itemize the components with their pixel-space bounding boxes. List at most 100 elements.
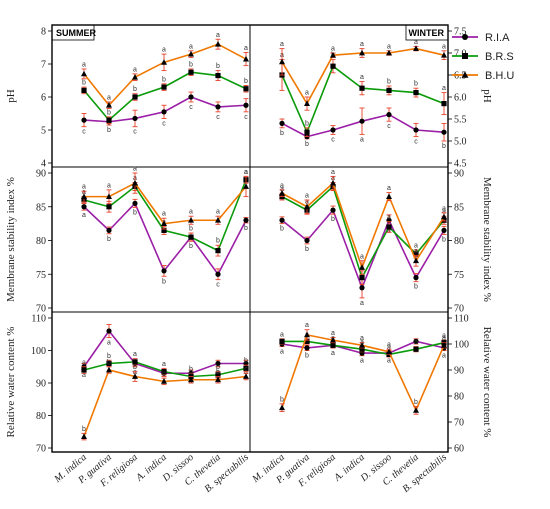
significance-letter: b xyxy=(133,364,137,371)
data-point-brs xyxy=(161,84,167,90)
significance-letter: b xyxy=(107,353,111,360)
significance-letter: a xyxy=(331,46,335,53)
data-point-ria xyxy=(132,115,138,122)
data-point-bhu xyxy=(188,217,194,223)
significance-letter: a xyxy=(280,349,284,356)
data-point-bhu xyxy=(106,193,112,200)
significance-letter: b xyxy=(189,369,193,376)
data-point-brs xyxy=(188,234,194,240)
significance-letter: b xyxy=(162,278,166,285)
significance-letter: c xyxy=(244,114,248,121)
significance-letter: c xyxy=(216,114,220,121)
y-axis-title: pH xyxy=(481,89,493,103)
significance-letter: a xyxy=(442,335,446,342)
data-point-bhu xyxy=(243,183,249,189)
data-point-bhu xyxy=(215,41,221,47)
y-tick-label: 90 xyxy=(36,169,46,180)
data-point-brs xyxy=(243,86,249,92)
data-point-ria xyxy=(386,112,392,118)
y-tick-label: 70 xyxy=(36,444,46,455)
y-tick-label: 70 xyxy=(454,418,464,429)
data-point-brs xyxy=(243,365,249,371)
data-point-ria xyxy=(304,345,310,351)
data-point-bhu xyxy=(279,190,285,196)
significance-letter: b xyxy=(244,225,248,232)
data-point-bhu xyxy=(279,58,285,65)
significance-letter: a xyxy=(244,169,248,176)
data-point-bhu xyxy=(188,376,194,383)
significance-letter: b xyxy=(162,371,166,378)
significance-letter: b xyxy=(189,226,193,233)
data-point-ria xyxy=(161,268,167,274)
data-point-bhu xyxy=(441,342,447,348)
significance-letter: a xyxy=(360,335,364,342)
data-point-brs xyxy=(304,338,310,344)
significance-letter: a xyxy=(107,182,111,189)
data-point-bhu xyxy=(161,59,167,65)
data-point-bhu xyxy=(132,179,138,186)
y-tick-label: 70 xyxy=(454,304,464,315)
y-tick-label: 5.5 xyxy=(454,115,467,126)
data-point-ria xyxy=(413,275,419,281)
significance-letter: c xyxy=(387,123,391,130)
significance-letter: a xyxy=(442,205,446,212)
data-point-ria xyxy=(106,227,112,233)
significance-letter: b xyxy=(133,86,137,93)
y-tick-label: 8 xyxy=(41,27,46,38)
significance-letter: a xyxy=(133,166,137,173)
data-point-bhu xyxy=(359,264,365,270)
significance-letter: b xyxy=(244,358,248,365)
data-point-ria xyxy=(413,338,419,344)
data-point-bhu xyxy=(243,373,249,379)
significance-letter: b xyxy=(107,236,111,243)
y-tick-label: 7.5 xyxy=(454,27,467,38)
significance-letter: b xyxy=(189,366,193,373)
significance-letter: a xyxy=(414,39,418,46)
data-point-ria xyxy=(161,109,167,115)
significance-letter: a xyxy=(216,32,220,39)
significance-letter: b xyxy=(442,236,446,243)
significance-letter: c xyxy=(414,139,418,146)
data-point-brs xyxy=(413,90,419,96)
data-point-bhu xyxy=(132,74,138,80)
y-axis-title: Membrane stability index % xyxy=(481,177,493,302)
data-point-bhu xyxy=(132,373,138,379)
data-point-bhu xyxy=(243,55,249,62)
data-point-bhu xyxy=(215,217,221,223)
significance-letter: a xyxy=(360,41,364,48)
y-tick-label: 80 xyxy=(36,236,46,247)
significance-letter: a xyxy=(244,169,248,176)
significance-letter: a xyxy=(280,331,284,338)
significance-letter: b xyxy=(216,238,220,245)
data-point-brs xyxy=(215,72,221,79)
data-point-bhu xyxy=(106,366,112,373)
y-tick-label: 4 xyxy=(41,159,46,170)
season-label-box xyxy=(51,24,95,41)
significance-letter: a xyxy=(280,186,284,193)
y-tick-label: 60 xyxy=(454,444,464,455)
data-point-brs xyxy=(413,251,419,257)
significance-letter: a xyxy=(82,61,86,68)
data-point-bhu xyxy=(441,52,447,58)
y-tick-label: 100 xyxy=(31,346,46,357)
data-point-brs xyxy=(413,346,419,352)
significance-letter: a xyxy=(133,66,137,73)
significance-letter: a xyxy=(387,185,391,192)
significance-letter: a xyxy=(360,358,364,365)
significance-letter: a xyxy=(162,211,166,218)
significance-letter: c xyxy=(133,129,137,136)
y-tick-label: 90 xyxy=(36,379,46,390)
data-point-ria xyxy=(279,120,285,126)
data-point-brs xyxy=(161,227,167,233)
significance-letter: b xyxy=(82,80,86,87)
y-axis-title: Relative water content % xyxy=(481,327,493,438)
significance-letter: a xyxy=(442,209,446,216)
y-axis-title: pH xyxy=(5,89,17,103)
data-point-bhu xyxy=(413,45,419,51)
data-point-bhu xyxy=(441,213,447,220)
significance-letter: a xyxy=(162,47,166,54)
y-tick-label: 100 xyxy=(454,340,469,351)
significance-letter: b xyxy=(107,359,111,366)
data-point-brs xyxy=(161,369,167,375)
data-point-ria xyxy=(359,118,365,124)
